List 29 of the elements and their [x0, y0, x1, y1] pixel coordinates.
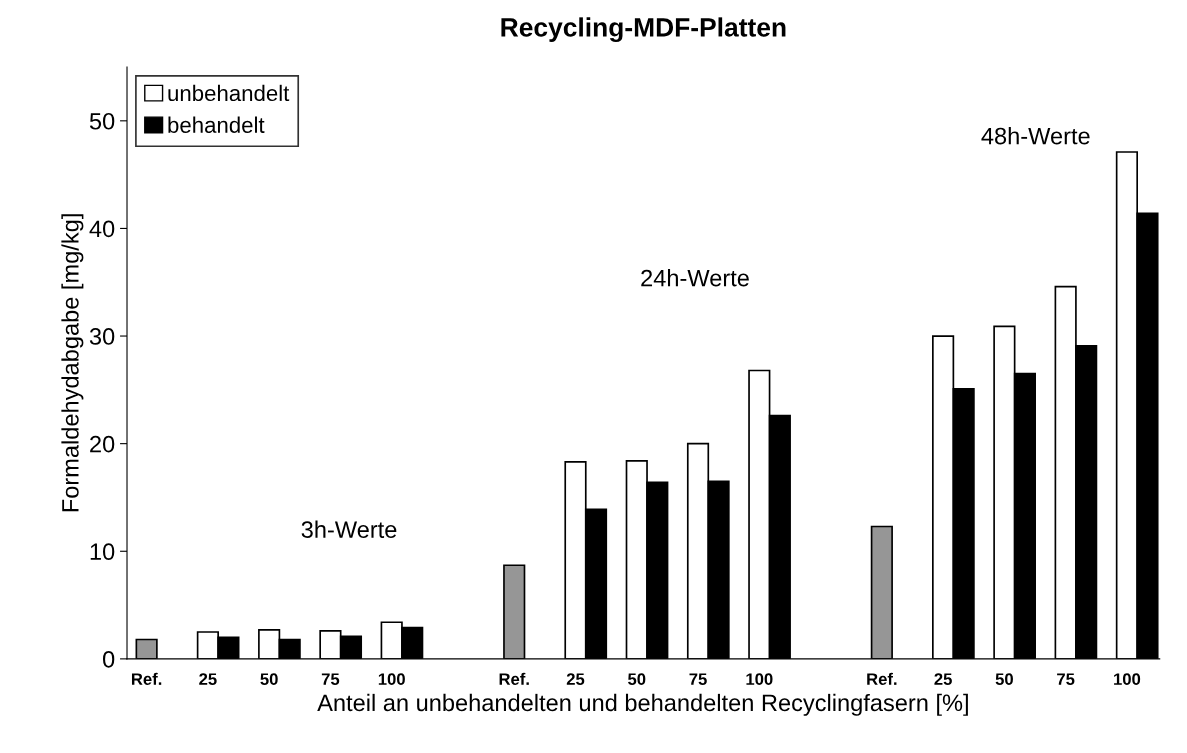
legend-label: unbehandelt	[168, 84, 290, 102]
x-axis-title: Anteil an unbehandelten und behandelten Recyclingfasern [%]	[317, 693, 968, 716]
x-tick-label: 50	[995, 673, 1013, 686]
y-tick-label: 20	[90, 435, 115, 453]
x-tick-label: 75	[321, 673, 340, 686]
y-tick-label: 0	[103, 650, 115, 668]
y-axis-title: Formaldehydabgabe [mg/kg]	[61, 214, 84, 512]
x-tick-label: 75	[1057, 673, 1075, 686]
y-tick-label: 10	[90, 543, 115, 561]
annotation: 3h-Werte	[301, 520, 397, 538]
y-tick-label: 40	[89, 220, 115, 238]
x-tick-label: 100	[378, 673, 405, 686]
x-tick-label: 75	[689, 673, 707, 686]
legend-label: behandelt	[168, 116, 265, 133]
x-tick-label: 50	[260, 673, 278, 686]
annotation: 24h-Werte	[641, 269, 749, 287]
x-tick-label: Ref.	[131, 672, 162, 686]
x-tick-label: Ref.	[867, 672, 897, 686]
y-tick-label: 50	[89, 112, 115, 130]
chart-title: Recycling-MDF-Platten	[501, 17, 786, 43]
x-tick-label: 100	[1114, 673, 1141, 686]
annotation: 48h-Werte	[981, 127, 1090, 145]
x-tick-label: 100	[746, 673, 773, 686]
x-tick-label: Ref.	[499, 672, 529, 686]
x-tick-label: 25	[199, 673, 217, 686]
x-tick-label: 50	[628, 673, 646, 686]
x-tick-label: 25	[566, 673, 585, 686]
x-tick-label: 25	[934, 673, 952, 686]
y-tick-label: 30	[89, 328, 115, 345]
